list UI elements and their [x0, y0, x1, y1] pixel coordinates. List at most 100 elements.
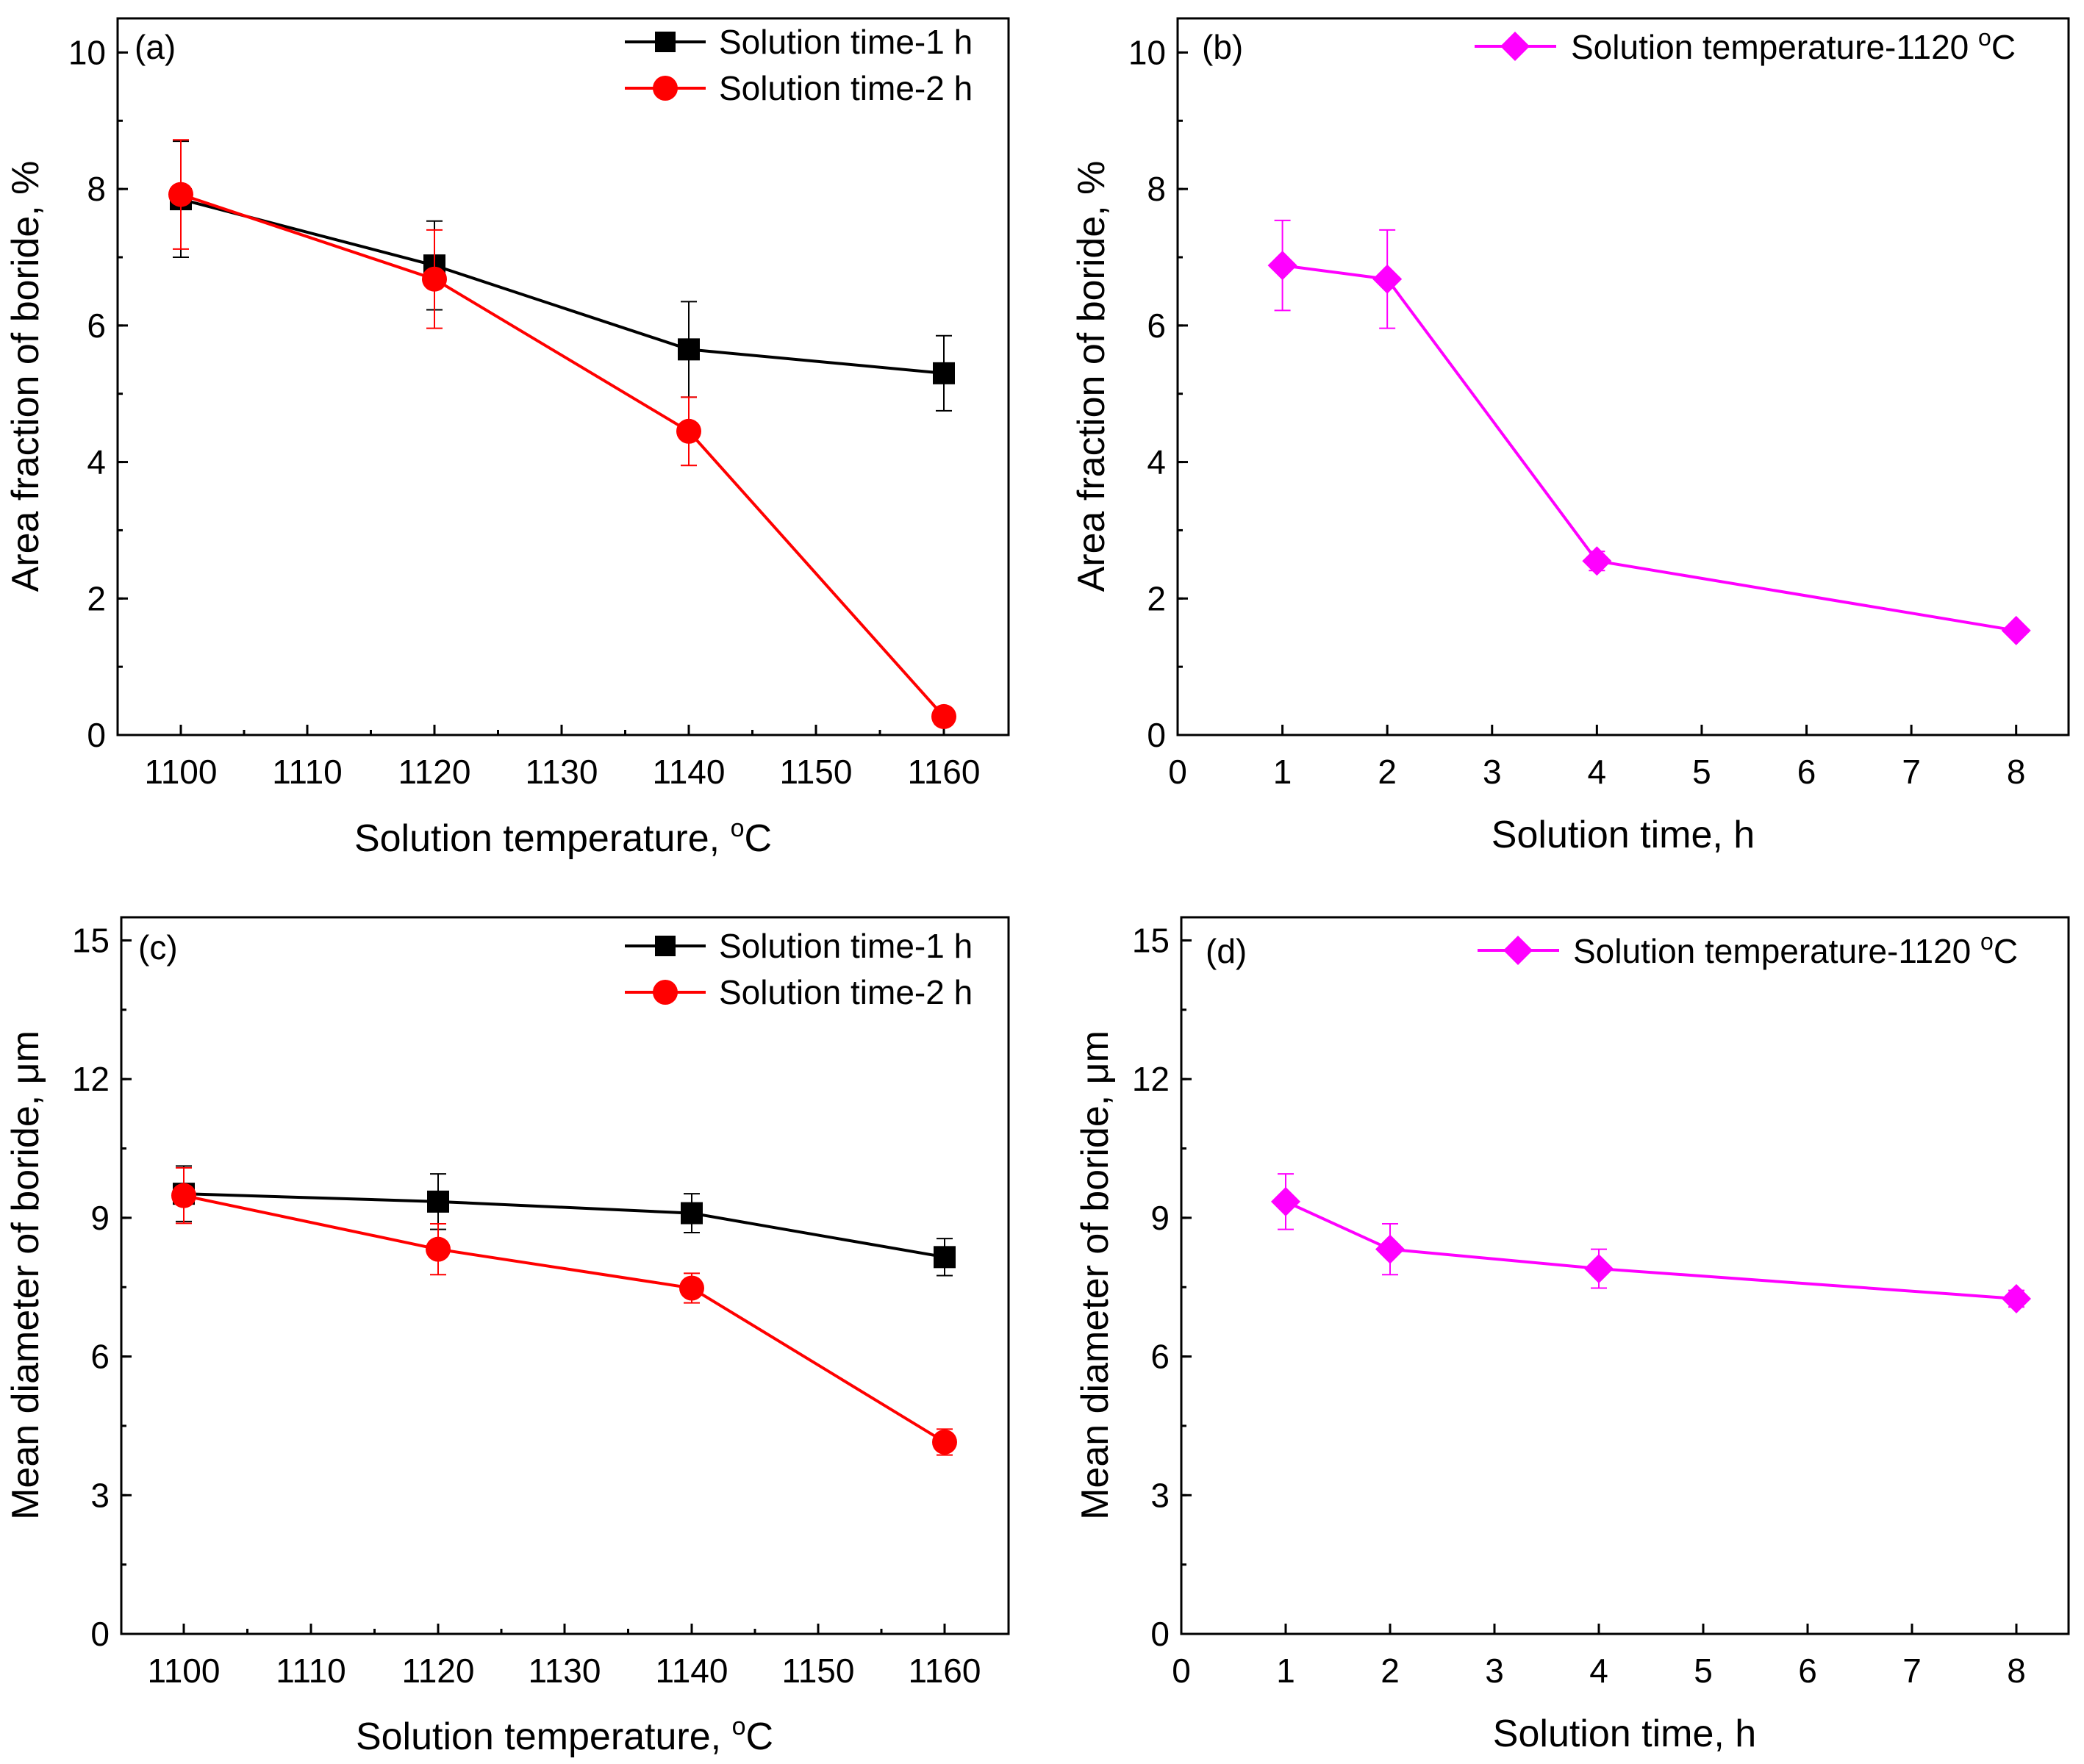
panel-b-xlabel: Solution time, h [1492, 814, 1755, 856]
panel-d-xtick-label: 0 [1172, 1652, 1191, 1690]
panel-c-point-circle [679, 1275, 704, 1301]
panel-b-ytick-label: 8 [1147, 170, 1166, 208]
panel-d-ytick-label: 3 [1150, 1476, 1170, 1514]
panel-d-ytick-label: 6 [1150, 1338, 1170, 1376]
panel-c-legend-marker-1h [655, 936, 676, 956]
panel-a-ytick-label: 10 [68, 33, 106, 71]
panel-b-ylabel: Area fraction of boride, % [1070, 161, 1113, 592]
panel-c-xlabel: Solution temperature, oC [356, 1713, 773, 1758]
panel-b-plot: 0 1 2 3 4 5 6 7 8 0 2 4 6 8 10 [1128, 33, 2031, 791]
panel-c-label: (c) [138, 928, 178, 967]
panel-d-ytick-label: 9 [1150, 1199, 1170, 1237]
panel-b-ytick-label: 2 [1147, 579, 1166, 617]
panel-b-ytick-label: 6 [1147, 306, 1166, 345]
panel-a-point-circle [168, 182, 193, 207]
panel-d-ytick-label: 12 [1132, 1060, 1170, 1098]
panel-a-legend-marker-1h [655, 32, 676, 52]
panel-d-label: (d) [1206, 932, 1247, 970]
panel-a-xtick-label: 1120 [398, 753, 471, 791]
panel-a-point-square [678, 338, 700, 361]
panel-b-label: (b) [1202, 28, 1243, 66]
panel-c-point-circle [426, 1236, 451, 1262]
panel-d-legend-label: Solution temperature-1120 oC [1573, 928, 2018, 970]
panel-c-ytick-label: 9 [90, 1199, 110, 1237]
panel-c-point-square [934, 1246, 956, 1269]
panel-b-xtick-label: 2 [1378, 753, 1397, 791]
panel-a-ytick-label: 2 [87, 579, 106, 617]
panel-c-xtick-label: 1130 [529, 1652, 601, 1690]
panel-b-point-diamond [1267, 251, 1297, 281]
panel-a-frame [116, 17, 1010, 736]
panel-d-point-diamond [2002, 1283, 2031, 1313]
panel-b-xtick-label: 0 [1168, 753, 1187, 791]
panel-d: (d) Solution time, h Mean diameter of bo… [1074, 916, 2070, 1755]
panel-a-legend-label-1h: Solution time-1 h [719, 23, 973, 61]
panel-c-point-square [681, 1202, 703, 1225]
panel-a-xtick-label: 1100 [145, 753, 218, 791]
panel-a-point-circle [422, 266, 447, 292]
panel-c-series-line-1 [183, 1194, 946, 1444]
panel-d-xtick-label: 3 [1485, 1652, 1504, 1690]
panel-c-ytick-label: 15 [72, 921, 110, 959]
panel-b-xtick-label: 5 [1692, 753, 1711, 791]
panel-a-xtick-label: 1130 [526, 753, 598, 791]
panel-c-point-circle [932, 1429, 957, 1455]
panel-d-xtick-label: 5 [1694, 1652, 1713, 1690]
panel-d-series-line-0 [1285, 1200, 2017, 1300]
panel-d-xtick-label: 2 [1381, 1652, 1400, 1690]
panel-d-point-diamond [1584, 1254, 1614, 1284]
panel-a-series-line-0 [180, 198, 945, 375]
panel-c-ylabel: Mean diameter of boride, μm [4, 1030, 47, 1520]
panel-c-point-square [427, 1190, 449, 1213]
panel-a-plot: 1100 1110 1120 1130 1140 1150 1160 0 2 4 6 8 10 [68, 33, 981, 791]
panel-d-xtick-label: 4 [1589, 1652, 1608, 1690]
panel-d-ytick-label: 15 [1132, 921, 1170, 959]
panel-d-ytick-label: 0 [1150, 1615, 1170, 1653]
panel-a-ytick-label: 8 [87, 170, 106, 208]
panel-c-series-line-0 [183, 1192, 945, 1259]
panel-a-ytick-label: 0 [87, 716, 106, 754]
panel-b-xtick-label: 7 [1902, 753, 1921, 791]
panel-d-xtick-label: 7 [1902, 1652, 1922, 1690]
panel-d-xtick-label: 6 [1798, 1652, 1817, 1690]
panel-c-xtick-label: 1110 [276, 1652, 346, 1690]
panel-c: (c) Solution temperature, oC Mean diamet… [4, 916, 1010, 1758]
panel-c-xtick-label: 1140 [656, 1652, 728, 1690]
panel-b-point-diamond [1582, 546, 1612, 576]
panel-c-frame [120, 916, 1010, 1635]
panel-a-ytick-label: 4 [87, 443, 106, 481]
panel-c-legend-marker-2h [653, 980, 678, 1005]
panel-a-point-circle [931, 703, 956, 729]
panel-b-series-line-0 [1282, 264, 2017, 632]
panel-c-ytick-label: 0 [90, 1615, 110, 1653]
panel-b-legend-label: Solution temperature-1120 oC [1571, 24, 2016, 66]
panel-b-ytick-label: 4 [1147, 443, 1166, 481]
panel-a-label: (a) [135, 28, 176, 66]
panel-c-ytick-label: 3 [90, 1476, 110, 1514]
panel-c-legend: Solution time-1 h Solution time-2 h [625, 927, 973, 1011]
panel-d-legend-marker [1503, 936, 1533, 965]
panel-c-legend-label-1h: Solution time-1 h [719, 927, 973, 965]
panel-a-point-circle [676, 418, 701, 444]
panel-b-xtick-label: 4 [1588, 753, 1607, 791]
panel-a-legend: Solution time-1 h Solution time-2 h [625, 23, 973, 107]
panel-b-xtick-label: 3 [1483, 753, 1502, 791]
panel-a-ylabel: Area fraction of boride, % [4, 161, 47, 592]
panel-a: (a) Solution temperature, oC Area fracti… [4, 17, 1010, 860]
panel-c-ytick-label: 12 [72, 1060, 110, 1098]
panel-d-point-diamond [1375, 1234, 1405, 1264]
panel-a-xtick-label: 1150 [780, 753, 853, 791]
panel-b-legend: Solution temperature-1120 oC [1475, 24, 2016, 66]
panel-b-xtick-label: 8 [2007, 753, 2026, 791]
panel-c-xtick-label: 1100 [148, 1652, 221, 1690]
panel-c-xtick-label: 1150 [782, 1652, 855, 1690]
panel-d-ylabel: Mean diameter of boride, μm [1074, 1030, 1117, 1520]
panel-c-plot: 1100 1110 1120 1130 1140 1150 1160 0 3 6 9 12 15 [72, 921, 981, 1690]
panel-d-point-diamond [1271, 1186, 1300, 1216]
panel-d-xtick-label: 8 [2007, 1652, 2026, 1690]
panel-d-xtick-label: 1 [1276, 1652, 1295, 1690]
panel-b-xtick-label: 1 [1273, 753, 1292, 791]
panel-b: (b) Solution time, h Area fraction of bo… [1070, 17, 2070, 856]
